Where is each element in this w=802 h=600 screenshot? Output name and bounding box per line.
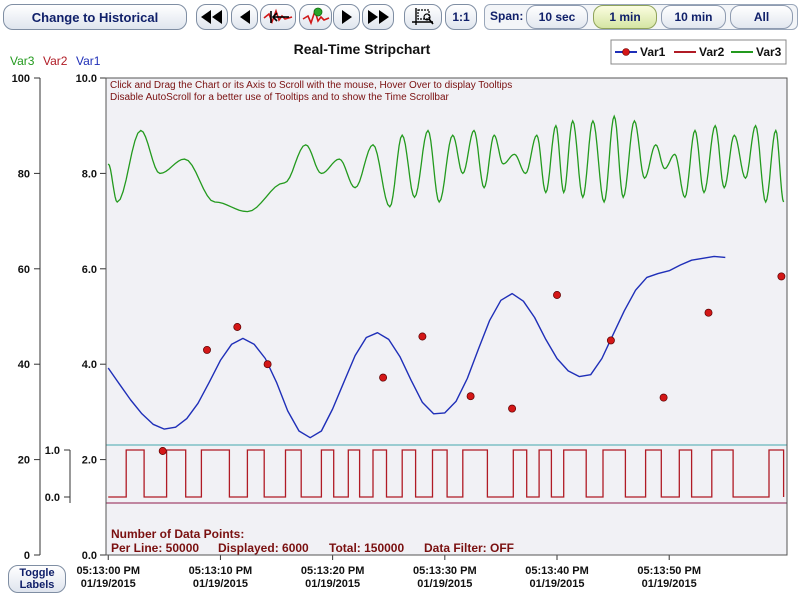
span-option-label: 10 min xyxy=(674,10,713,24)
var1-data-marker[interactable] xyxy=(659,393,668,402)
fast-rewind-button[interactable] xyxy=(196,4,228,30)
chart-text: 100 80 60 40 20 0 1.0 0.0 10.0 8.0 6.0 4.0 2.0 0.0 05:… xyxy=(10,41,782,590)
fast-rewind-icon xyxy=(201,10,222,24)
var1-tick-label: 2.0 xyxy=(82,455,97,467)
time-tick-date: 01/19/2015 xyxy=(529,578,584,590)
var1-data-marker[interactable] xyxy=(203,345,211,354)
var1-data-marker[interactable] xyxy=(466,392,475,401)
var1-data-marker[interactable] xyxy=(777,272,786,281)
var1-data-marker[interactable] xyxy=(553,291,561,299)
jump-to-live-icon xyxy=(302,7,329,26)
span-option-label: 10 sec xyxy=(538,10,576,24)
var1-tick-label: 0.0 xyxy=(82,550,97,562)
stats-per-line: Per Line: 50000 xyxy=(111,541,199,555)
var1-tick-label: 8.0 xyxy=(82,168,97,180)
jump-to-start-icon xyxy=(263,8,293,25)
fast-forward-icon xyxy=(368,10,389,24)
var3-tick-label: 0 xyxy=(24,550,30,562)
time-tick-date: 01/19/2015 xyxy=(642,578,697,590)
span-label: Span: xyxy=(490,9,524,23)
var1-data-marker[interactable] xyxy=(263,360,272,369)
plot-area[interactable] xyxy=(106,114,787,504)
play-icon xyxy=(341,10,352,24)
var1-tick-label: 10.0 xyxy=(76,73,97,85)
time-tick-label: 05:13:10 PM xyxy=(189,565,253,577)
span-10-sec-button[interactable]: 10 sec xyxy=(526,5,588,29)
var2-tick-label: 1.0 xyxy=(45,445,60,457)
rewind-icon xyxy=(239,10,250,24)
time-tick-date: 01/19/2015 xyxy=(81,578,136,590)
var1-data-marker[interactable] xyxy=(418,332,427,341)
var3-tick-label: 60 xyxy=(18,264,30,276)
fast-forward-button[interactable] xyxy=(362,4,394,30)
time-tick-date: 01/19/2015 xyxy=(417,578,472,590)
ratio-label: 1:1 xyxy=(452,10,470,24)
var1-data-marker[interactable] xyxy=(704,308,713,317)
stats-filter: Data Filter: OFF xyxy=(424,541,514,555)
var1-axis-label: Var1 xyxy=(76,54,101,68)
var1-tick-label: 4.0 xyxy=(82,359,97,371)
span-option-label: All xyxy=(753,10,770,24)
zoom-box-button[interactable] xyxy=(404,4,442,30)
legend-label: Var2 xyxy=(699,45,725,59)
rewind-button[interactable] xyxy=(231,4,258,30)
plot-border xyxy=(105,77,788,556)
time-tick-date: 01/19/2015 xyxy=(305,578,360,590)
span-1-min-button[interactable]: 1 min xyxy=(593,5,657,29)
span-10-min-button[interactable]: 10 min xyxy=(661,5,726,29)
axes xyxy=(34,39,788,560)
var2-axis-label: Var2 xyxy=(43,54,68,68)
legend-label: Var1 xyxy=(640,45,666,59)
var3-tick-label: 20 xyxy=(18,455,30,467)
legend-marker xyxy=(622,48,630,56)
instruction-text: Click and Drag the Chart or its Axis to … xyxy=(110,80,512,91)
var3-tick-label: 40 xyxy=(18,359,30,371)
var1-data-marker[interactable] xyxy=(606,336,615,345)
var1-data-marker[interactable] xyxy=(379,373,388,382)
stats-total: Total: 150000 xyxy=(329,541,404,555)
time-tick-label: 05:13:40 PM xyxy=(525,565,589,577)
legend-box xyxy=(610,39,787,65)
span-option-label: 1 min xyxy=(609,10,641,24)
var3-series-line[interactable] xyxy=(107,114,785,213)
time-tick-label: 05:13:50 PM xyxy=(637,565,701,577)
var2-series-line[interactable] xyxy=(108,449,785,498)
stats-displayed: Displayed: 6000 xyxy=(218,541,309,555)
ratio-button[interactable]: 1:1 xyxy=(445,4,477,30)
var3-axis-label: Var3 xyxy=(10,54,35,68)
var2-tick-label: 0.0 xyxy=(45,492,60,504)
var1-tick-label: 6.0 xyxy=(82,264,97,276)
chart-title: Real-Time Stripchart xyxy=(294,41,431,57)
legend-label: Var3 xyxy=(756,45,782,59)
var1-series-line[interactable] xyxy=(107,255,726,439)
zoom-box-icon xyxy=(412,8,434,25)
var1-data-marker[interactable] xyxy=(508,404,517,413)
time-tick-label: 05:13:00 PM xyxy=(76,565,140,577)
var3-tick-label: 80 xyxy=(18,168,30,180)
instruction-text: Disable AutoScroll for a better use of T… xyxy=(110,92,450,103)
play-button[interactable] xyxy=(333,4,360,30)
var1-data-marker[interactable] xyxy=(233,323,242,331)
time-tick-label: 05:13:30 PM xyxy=(413,565,477,577)
span-all-button[interactable]: All xyxy=(730,5,793,29)
time-tick-date: 01/19/2015 xyxy=(193,578,248,590)
stats-heading: Number of Data Points: xyxy=(111,527,244,541)
jump-to-start-button[interactable] xyxy=(260,4,296,30)
var1-data-marker[interactable] xyxy=(158,447,167,455)
var3-tick-label: 100 xyxy=(12,73,30,85)
jump-to-live-button[interactable] xyxy=(299,4,332,30)
time-tick-label: 05:13:20 PM xyxy=(301,565,365,577)
change-to-historical-label: Change to Historical xyxy=(31,9,159,25)
change-to-historical-button[interactable]: Change to Historical xyxy=(3,4,187,30)
toggle-labels-button[interactable]: Toggle Labels xyxy=(8,565,66,593)
toggle-labels-label: Toggle Labels xyxy=(19,567,55,591)
